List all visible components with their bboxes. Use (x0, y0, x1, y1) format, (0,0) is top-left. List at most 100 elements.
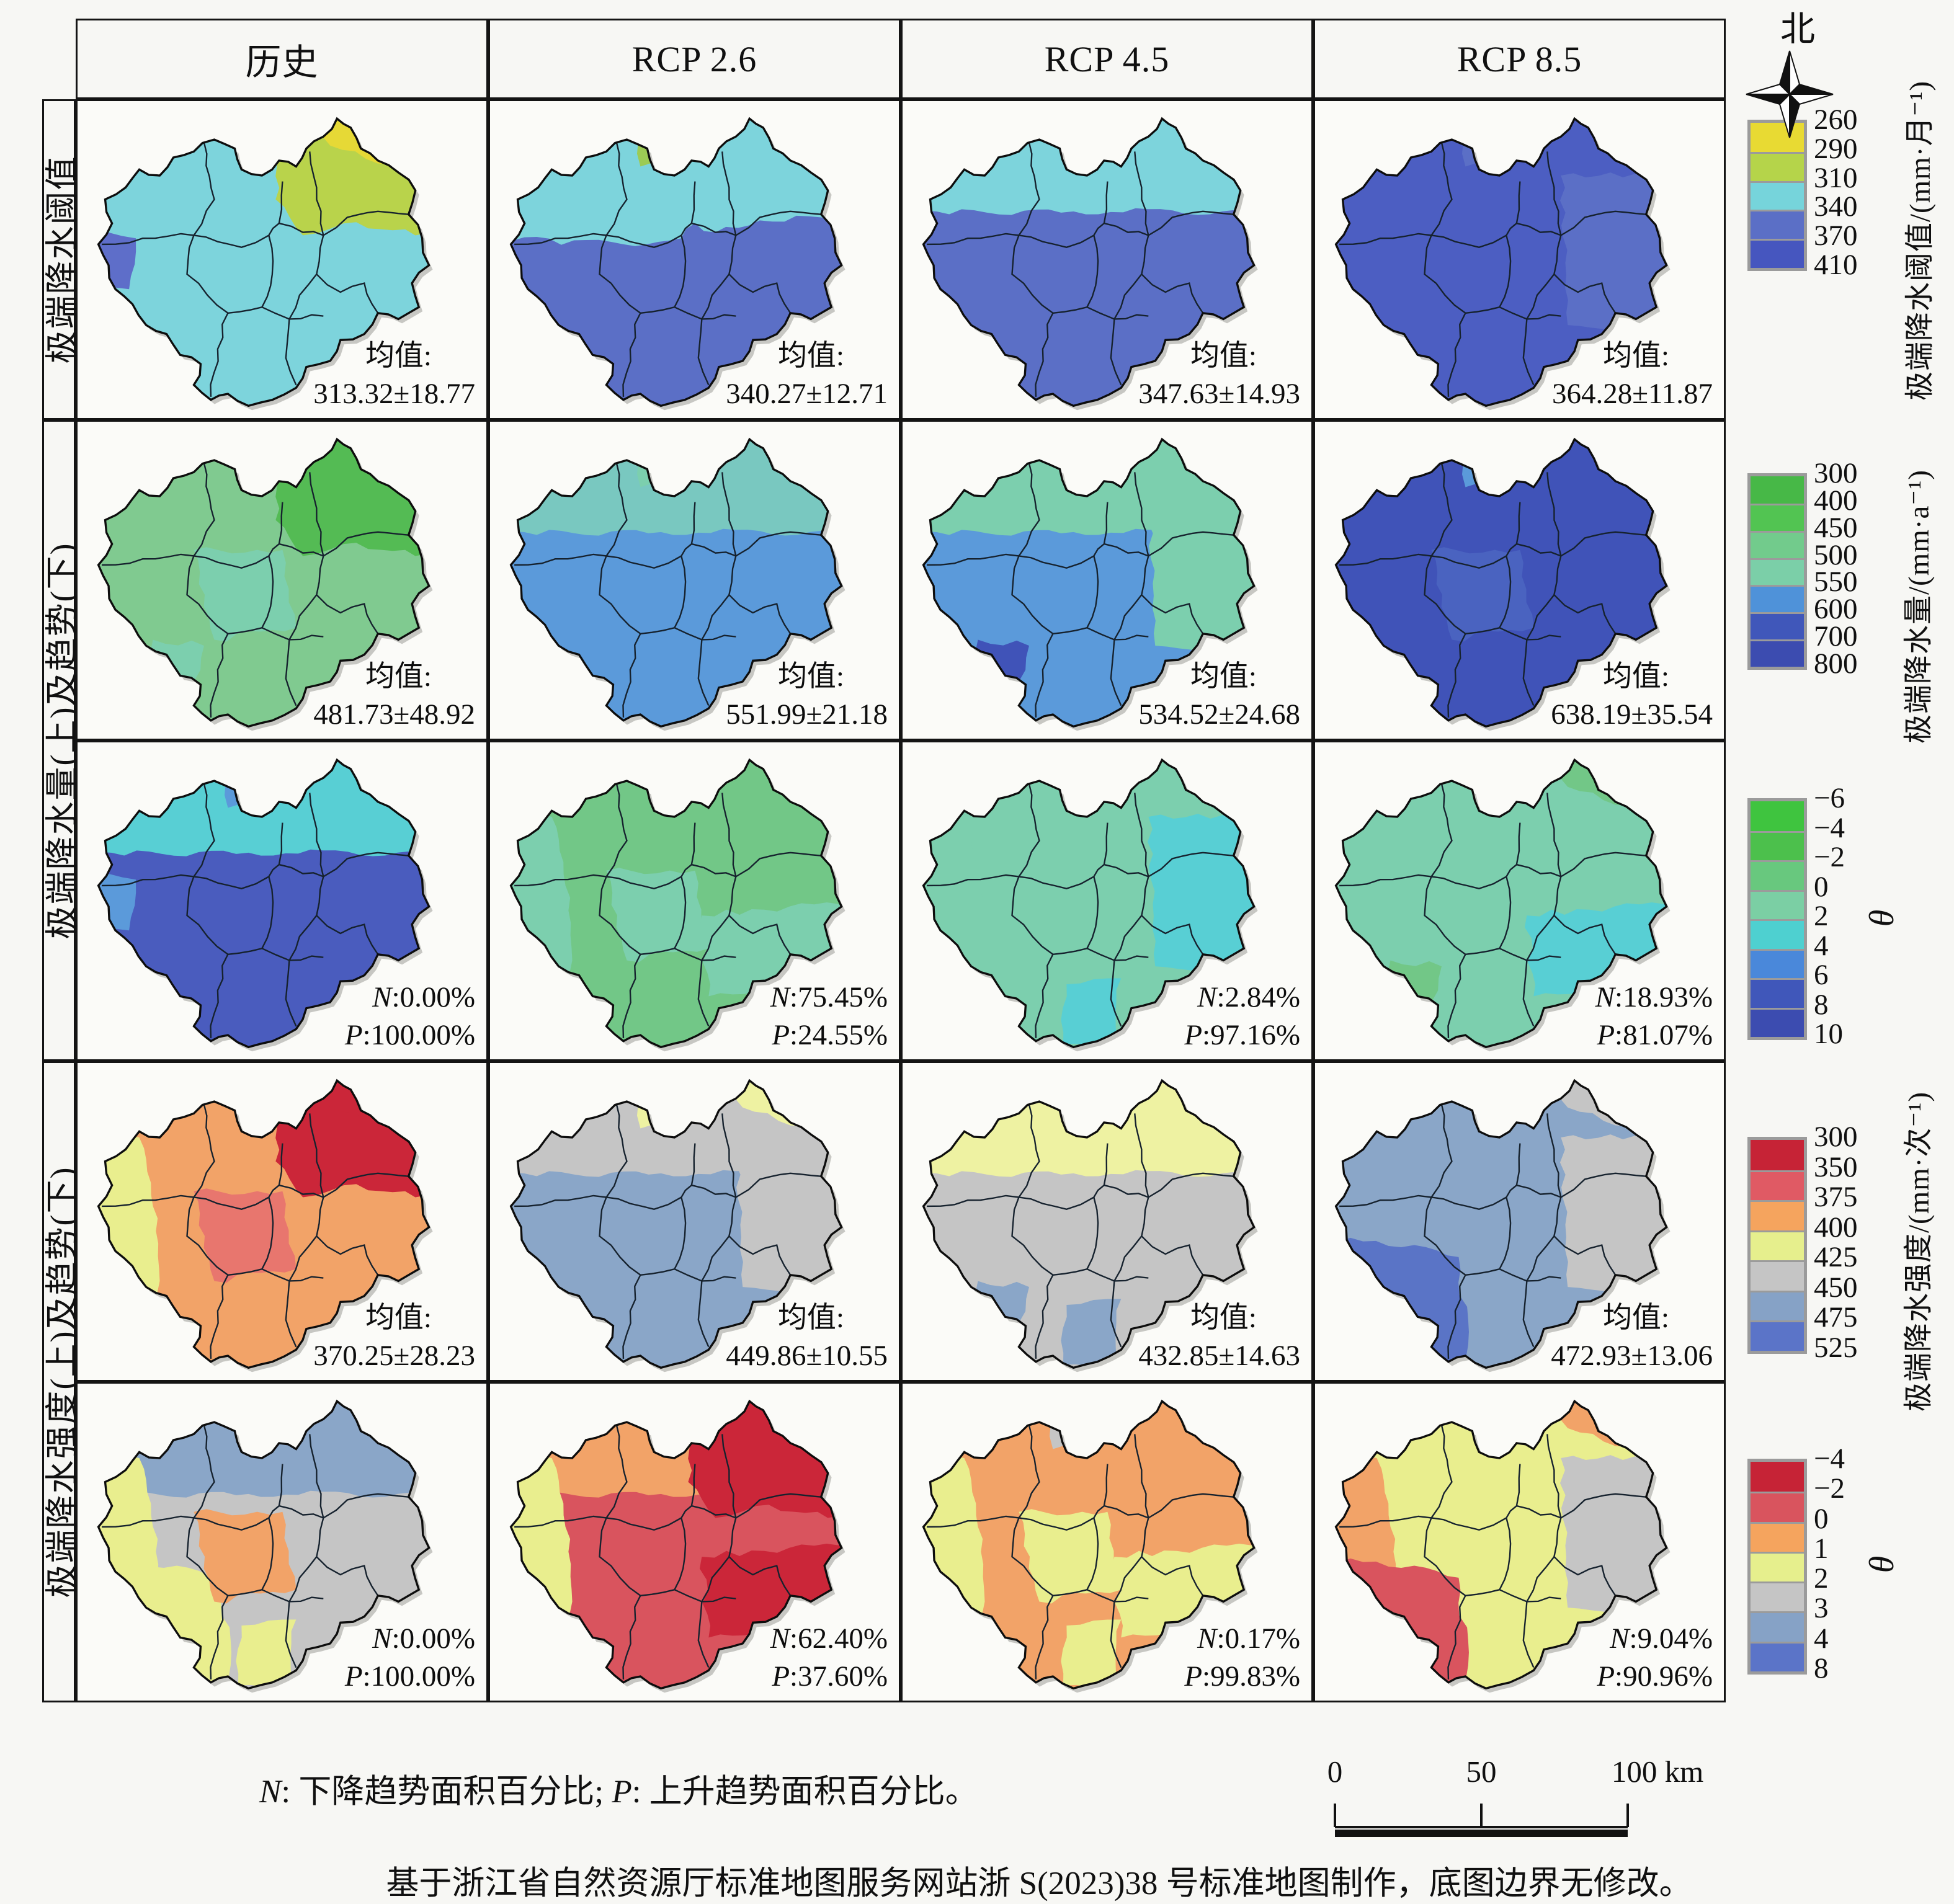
legend-5-swatch-7 (1751, 1641, 1804, 1671)
choropleth-map (1334, 758, 1671, 1052)
panel-mean-annotation: 均值: 551.99±21.18 (726, 658, 888, 734)
mean-label: 均值: (1602, 660, 1669, 693)
choropleth-map (509, 437, 845, 731)
map-source-caption: 基于浙江省自然资源厅标准地图服务网站浙 S(2023)38 号标准地图制作，底图… (386, 1866, 1692, 1902)
panel-trend-annotation: N:62.40% P:37.60% (770, 1620, 888, 1696)
legend-1-tick: 370 (1814, 220, 1858, 252)
legend-3-tick: 10 (1814, 1018, 1843, 1050)
mean-value: 638.19±35.54 (1551, 698, 1713, 731)
compass-north-label: 北 (1780, 11, 1815, 49)
map-panel-r1c2: 均值: 340.27±12.71 (488, 99, 901, 420)
map-panel-r2c4: 均值: 638.19±35.54 (1313, 420, 1726, 741)
legend-3-tick: −6 (1814, 782, 1845, 814)
footnote-n-text: : 下降趋势面积百分比; (281, 1774, 612, 1810)
legend-5-tick: 4 (1814, 1622, 1829, 1655)
legend-4-tick: 475 (1814, 1301, 1858, 1334)
legend-2-swatch-4 (1751, 558, 1804, 585)
legend-5-swatch-2 (1751, 1492, 1804, 1522)
p-percent: P:100.00% (344, 1018, 475, 1051)
map-panel-r1c3: 均值: 347.63±14.93 (901, 99, 1313, 420)
legend-3-swatch-1 (1751, 801, 1804, 831)
p-percent: P:100.00% (344, 1660, 475, 1693)
map-panel-r4c4: 均值: 472.93±13.06 (1313, 1061, 1726, 1382)
legend-5-tick: −2 (1814, 1472, 1845, 1505)
legend-3-swatch-6 (1751, 948, 1804, 978)
legend-1-swatch-1 (1751, 123, 1804, 152)
legend-1-tick: 290 (1814, 132, 1858, 165)
legend-1-colorbar (1747, 120, 1807, 271)
panel-mean-annotation: 均值: 481.73±48.92 (313, 658, 475, 734)
legend-4-tick: 425 (1814, 1241, 1858, 1274)
legend-4-tick: 300 (1814, 1121, 1858, 1153)
n-percent: N:62.40% (770, 1622, 888, 1655)
map-panel-r2c3: 均值: 534.52±24.68 (901, 420, 1313, 741)
panel-mean-annotation: 均值: 638.19±35.54 (1551, 658, 1713, 734)
legend-3-tick: −4 (1814, 811, 1845, 844)
legend-4-tick: 450 (1814, 1271, 1858, 1304)
choropleth-map (509, 1079, 845, 1372)
p-percent: P:99.83% (1184, 1660, 1300, 1693)
legend-1-swatch-2 (1751, 151, 1804, 181)
legend-1-tick: 340 (1814, 190, 1858, 223)
legend-4-swatch-6 (1751, 1290, 1804, 1321)
n-percent: N:75.45% (770, 981, 888, 1013)
choropleth-map (509, 1399, 845, 1693)
legend-4-swatch-1 (1751, 1140, 1804, 1170)
panel-mean-annotation: 均值: 432.85±14.63 (1138, 1299, 1300, 1375)
legend-4-tick: 350 (1814, 1150, 1858, 1183)
mean-value: 551.99±21.18 (726, 698, 888, 731)
p-percent: P:81.07% (1597, 1018, 1713, 1051)
map-panel-r3c1: N:0.00% P:100.00% (76, 741, 488, 1061)
panel-mean-annotation: 均值: 364.28±11.87 (1552, 337, 1713, 413)
choropleth-map (97, 1079, 433, 1372)
choropleth-map (509, 117, 845, 411)
legend-4-swatch-7 (1751, 1320, 1804, 1351)
legend-2-tick: 800 (1814, 647, 1858, 680)
p-percent: P:24.55% (772, 1018, 888, 1051)
legend-5-tick: 1 (1814, 1532, 1829, 1565)
legend-4-tick: 525 (1814, 1332, 1858, 1364)
map-panel-r5c2: N:62.40% P:37.60% (488, 1382, 901, 1702)
legend-4-tick: 375 (1814, 1181, 1858, 1214)
p-percent: P:90.96% (1597, 1660, 1713, 1693)
p-percent: P:97.16% (1184, 1018, 1300, 1051)
legend-2-colorbar (1747, 473, 1807, 670)
scalebar-graphic (1334, 1804, 1629, 1837)
legend-1-swatch-3 (1751, 180, 1804, 210)
scalebar-label-50: 50 (1466, 1755, 1497, 1789)
mean-value: 481.73±48.92 (313, 698, 475, 731)
choropleth-map (1334, 1399, 1671, 1693)
legend-5-tick: 3 (1814, 1592, 1829, 1625)
mean-label: 均值: (1190, 660, 1257, 693)
n-percent: N:0.00% (372, 1622, 475, 1655)
legend-3-tick: 0 (1814, 870, 1829, 903)
column-header-rcp2: RCP 4.5 (901, 19, 1313, 99)
choropleth-map (922, 1399, 1258, 1693)
mean-value: 449.86±10.55 (726, 1339, 888, 1372)
panel-mean-annotation: 均值: 370.25±28.23 (313, 1299, 475, 1375)
legend-5-tick: 0 (1814, 1502, 1829, 1535)
mean-label: 均值: (777, 1301, 844, 1334)
panel-mean-annotation: 均值: 449.86±10.55 (726, 1299, 888, 1375)
legend-3-title: θ (1863, 909, 1901, 927)
mean-value: 472.93±13.06 (1551, 1339, 1713, 1372)
mean-value: 534.52±24.68 (1138, 698, 1300, 731)
np-footnote: N: 下降趋势面积百分比; P: 上升趋势面积百分比。 (259, 1765, 978, 1812)
choropleth-map (97, 1399, 433, 1693)
legend-5-tick: 2 (1814, 1562, 1829, 1595)
panel-mean-annotation: 均值: 347.63±14.93 (1138, 337, 1300, 413)
legend-4-swatch-3 (1751, 1200, 1804, 1230)
mean-label: 均值: (1190, 339, 1257, 372)
panel-mean-annotation: 均值: 534.52±24.68 (1138, 658, 1300, 734)
legend-2-swatch-1 (1751, 476, 1804, 504)
choropleth-map (1334, 1079, 1671, 1372)
legend-3-tick: 8 (1814, 988, 1829, 1021)
mean-label: 均值: (777, 660, 844, 693)
legend-1-swatch-4 (1751, 210, 1804, 239)
n-percent: N:0.00% (372, 981, 475, 1013)
compass-rose-icon (1746, 50, 1834, 138)
legend-2-tick: 400 (1814, 484, 1858, 517)
panel-trend-annotation: N:9.04% P:90.96% (1597, 1620, 1713, 1696)
mean-label: 均值: (365, 339, 432, 372)
column-header-rcp3: RCP 8.5 (1313, 19, 1726, 99)
